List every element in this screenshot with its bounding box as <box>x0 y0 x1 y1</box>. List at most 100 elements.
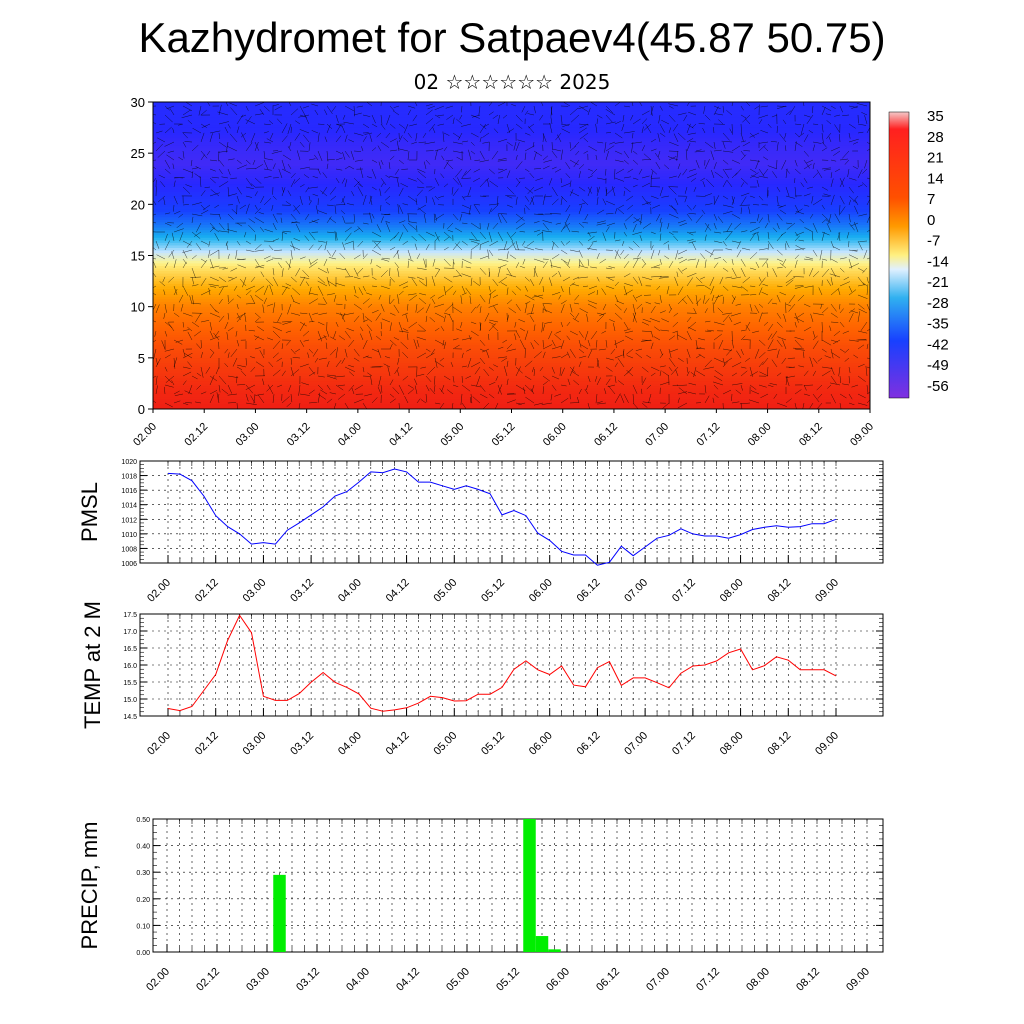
heat-band <box>153 229 870 233</box>
heat-band <box>153 334 870 338</box>
heat-band <box>153 311 870 315</box>
heat-xtick-label: 09.00 <box>848 421 876 449</box>
heat-band <box>153 250 870 254</box>
temp-ytick-label: 17.0 <box>123 629 137 636</box>
heat-band <box>153 383 870 387</box>
heat-band <box>153 186 870 190</box>
heat-band <box>153 216 870 220</box>
temp-xtick-label: 08.00 <box>718 730 746 758</box>
heat-xtick-label: 02.00 <box>131 421 159 449</box>
heat-xtick-label: 08.12 <box>797 421 825 449</box>
heat-band <box>153 360 870 364</box>
heat-band <box>153 309 870 312</box>
heat-band <box>153 127 870 131</box>
pmsl-ytick-label: 1018 <box>121 474 137 481</box>
heat-band <box>153 147 870 151</box>
heat-band <box>153 168 870 172</box>
heat-band <box>153 324 870 328</box>
heat-band <box>153 191 870 195</box>
heat-band <box>153 201 870 205</box>
temp-xtick-label: 08.12 <box>765 730 793 758</box>
heat-band <box>153 160 870 164</box>
precip-xtick-label: 07.00 <box>644 966 672 994</box>
heat-band <box>153 385 870 389</box>
heat-xtick-label: 08.00 <box>746 421 774 449</box>
heat-band <box>153 109 870 113</box>
temp-xtick-label: 02.00 <box>145 730 173 758</box>
heat-band <box>153 206 870 210</box>
precip-ytick-label: 0.40 <box>136 844 150 851</box>
precip-bar <box>523 819 536 952</box>
precip-xtick-label: 04.12 <box>394 966 422 994</box>
heat-band <box>153 102 870 105</box>
temp-xtick-label: 06.00 <box>527 730 555 758</box>
heat-band <box>153 401 870 405</box>
colorbar-label: -49 <box>927 357 949 374</box>
precip-xtick-label: 03.12 <box>294 966 322 994</box>
heat-band <box>153 224 870 228</box>
heat-band <box>153 265 870 269</box>
temp-xtick-label: 07.00 <box>622 730 650 758</box>
colorbar-label: -42 <box>927 336 949 353</box>
heat-band <box>153 296 870 300</box>
heat-band <box>153 372 870 376</box>
precip-panel: 0.00 0.10 0.20 0.30 0.40 0.50 02.00 02.12 03.00 0… <box>77 817 884 994</box>
heat-xtick-label: 07.12 <box>695 421 723 449</box>
temp-ytick-label: 16.5 <box>123 646 137 653</box>
heat-band <box>153 344 870 348</box>
pmsl-xtick-label: 04.12 <box>384 577 412 605</box>
heat-band <box>153 214 870 218</box>
heat-band <box>153 332 870 336</box>
heat-band <box>153 245 870 249</box>
precip-ytick-label: 0.50 <box>136 817 150 824</box>
heat-band <box>153 262 870 266</box>
heat-band <box>153 247 870 251</box>
heat-xtick-label: 02.12 <box>182 421 210 449</box>
heat-ytick-label: 30 <box>131 95 145 110</box>
heat-band <box>153 288 870 292</box>
heat-band <box>153 278 870 282</box>
heat-band <box>153 232 870 236</box>
heat-ytick-label: 15 <box>131 249 145 264</box>
temp-xtick-label: 07.12 <box>670 730 698 758</box>
precip-ytick-label: 0.00 <box>136 950 150 957</box>
precip-xtick-label: 07.12 <box>694 966 722 994</box>
heat-band <box>153 199 870 202</box>
temperature-cross-section: 0 5 10 15 20 25 30 02.00 02.12 03.00 03.12 04.00 04.… <box>131 95 877 449</box>
heat-band <box>153 124 870 128</box>
precip-frame <box>152 818 884 953</box>
heat-band <box>153 222 870 225</box>
heat-band <box>153 306 870 310</box>
pmsl-ytick-label: 1006 <box>121 561 137 568</box>
heat-band <box>153 367 870 371</box>
heat-xtick-label: 07.00 <box>643 421 671 449</box>
heat-band <box>153 396 870 399</box>
heat-band <box>153 357 870 361</box>
heat-band <box>153 163 870 167</box>
heat-band <box>153 352 870 356</box>
temp-xtick-label: 04.12 <box>384 730 412 758</box>
heat-band <box>153 349 870 353</box>
heat-band <box>153 355 870 359</box>
precip-bar <box>273 874 286 952</box>
pmsl-ytick-label: 1014 <box>121 503 137 510</box>
heat-band <box>153 150 870 154</box>
precip-ytick-label: 0.10 <box>136 923 150 930</box>
heat-band <box>153 255 870 259</box>
heat-band <box>153 122 870 126</box>
heat-ytick-label: 5 <box>138 351 145 366</box>
heat-ytick-label: 0 <box>138 402 145 417</box>
heat-band <box>153 268 870 272</box>
heat-band <box>153 321 870 325</box>
pmsl-xtick-label: 03.12 <box>288 577 316 605</box>
heat-band <box>153 209 870 213</box>
heat-band <box>153 393 870 397</box>
temp-ytick-label: 14.5 <box>123 714 137 721</box>
heat-band <box>153 370 870 374</box>
heat-band <box>153 152 870 156</box>
heat-band <box>153 158 870 162</box>
pmsl-xtick-label: 08.12 <box>765 577 793 605</box>
heat-band <box>153 342 870 346</box>
pmsl-xtick-label: 06.00 <box>527 577 555 605</box>
heat-band <box>153 178 870 182</box>
